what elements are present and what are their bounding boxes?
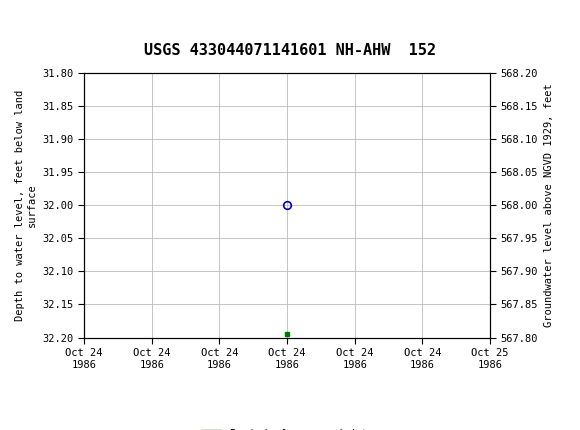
Text: USGS: USGS	[32, 10, 100, 31]
Text: ▓: ▓	[7, 8, 26, 33]
Y-axis label: Depth to water level, feet below land
surface: Depth to water level, feet below land su…	[15, 90, 37, 321]
Text: USGS 433044071141601 NH-AHW  152: USGS 433044071141601 NH-AHW 152	[144, 43, 436, 58]
Legend: Period of approved data: Period of approved data	[197, 425, 378, 430]
Y-axis label: Groundwater level above NGVD 1929, feet: Groundwater level above NGVD 1929, feet	[543, 83, 553, 327]
